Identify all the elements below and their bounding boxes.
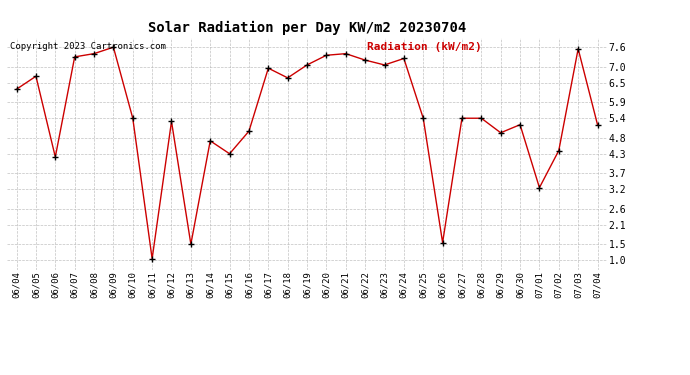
- Text: Radiation (kW/m2): Radiation (kW/m2): [367, 42, 482, 52]
- Text: Copyright 2023 Cartronics.com: Copyright 2023 Cartronics.com: [10, 42, 166, 51]
- Title: Solar Radiation per Day KW/m2 20230704: Solar Radiation per Day KW/m2 20230704: [148, 21, 466, 35]
